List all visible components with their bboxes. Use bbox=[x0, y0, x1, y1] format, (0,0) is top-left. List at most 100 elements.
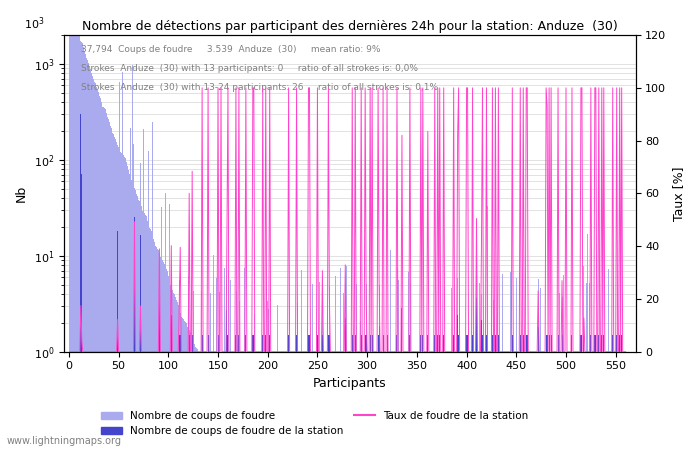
Legend: Nombre de coups de foudre, Nombre de coups de foudre de la station, Taux de foud: Nombre de coups de foudre, Nombre de cou… bbox=[97, 407, 533, 440]
Bar bbox=[442, 381, 443, 450]
Bar bbox=[497, 381, 498, 450]
Bar bbox=[91, 381, 92, 450]
Bar bbox=[208, 352, 209, 450]
Bar bbox=[568, 352, 570, 450]
Bar bbox=[576, 381, 578, 450]
Bar bbox=[284, 381, 285, 450]
Bar bbox=[481, 294, 482, 450]
Bar bbox=[174, 381, 175, 450]
Bar bbox=[279, 352, 280, 450]
Bar bbox=[468, 352, 469, 450]
Bar bbox=[508, 381, 509, 450]
Bar bbox=[120, 152, 121, 450]
Bar bbox=[428, 381, 429, 450]
Bar bbox=[176, 300, 177, 450]
Bar bbox=[368, 352, 369, 450]
Bar bbox=[499, 352, 500, 450]
Bar bbox=[286, 381, 287, 450]
Bar bbox=[137, 381, 138, 450]
Bar bbox=[624, 381, 625, 450]
Bar bbox=[612, 335, 613, 450]
Bar bbox=[595, 335, 596, 450]
Bar bbox=[374, 381, 376, 450]
Bar bbox=[302, 381, 303, 450]
Bar bbox=[181, 317, 182, 450]
Bar bbox=[258, 381, 259, 450]
Bar bbox=[368, 381, 369, 450]
Bar bbox=[364, 381, 365, 450]
Bar bbox=[439, 335, 440, 450]
Bar bbox=[561, 297, 563, 450]
Bar bbox=[614, 352, 615, 450]
Bar bbox=[150, 229, 151, 450]
Bar bbox=[596, 381, 597, 450]
Bar bbox=[506, 381, 507, 450]
Bar bbox=[84, 50, 85, 450]
Bar bbox=[351, 352, 353, 450]
Bar bbox=[112, 381, 113, 450]
Bar bbox=[622, 381, 623, 450]
Bar bbox=[307, 352, 308, 450]
Bar bbox=[330, 352, 331, 450]
Bar bbox=[258, 352, 259, 450]
Bar bbox=[522, 381, 523, 450]
Bar bbox=[276, 381, 277, 450]
Bar bbox=[262, 352, 263, 450]
Bar bbox=[456, 381, 457, 450]
Bar bbox=[617, 381, 618, 450]
Bar bbox=[129, 381, 130, 450]
Bar bbox=[517, 381, 518, 450]
Bar bbox=[145, 381, 146, 450]
Bar bbox=[417, 352, 419, 450]
Bar bbox=[528, 352, 530, 450]
Bar bbox=[113, 134, 114, 450]
Bar bbox=[623, 352, 624, 450]
Y-axis label: Nb: Nb bbox=[15, 185, 28, 202]
Bar bbox=[151, 231, 152, 450]
Bar bbox=[76, 381, 77, 450]
Bar bbox=[98, 381, 99, 450]
Bar bbox=[278, 352, 279, 450]
Bar bbox=[173, 381, 174, 450]
Bar bbox=[370, 381, 372, 450]
Bar bbox=[268, 381, 270, 450]
Bar bbox=[309, 352, 310, 450]
Bar bbox=[214, 352, 216, 450]
Bar bbox=[74, 23, 76, 450]
Bar bbox=[168, 381, 169, 450]
Bar bbox=[190, 381, 192, 450]
Bar bbox=[391, 381, 393, 450]
Bar bbox=[415, 381, 416, 450]
Bar bbox=[498, 335, 499, 450]
Bar bbox=[189, 335, 190, 450]
Bar bbox=[503, 381, 504, 450]
Bar bbox=[498, 352, 499, 450]
Bar bbox=[322, 335, 323, 450]
Bar bbox=[281, 352, 282, 450]
Bar bbox=[247, 381, 248, 450]
Bar bbox=[345, 283, 346, 450]
Bar bbox=[106, 112, 107, 450]
Bar bbox=[599, 352, 601, 450]
Bar bbox=[446, 381, 447, 450]
Bar bbox=[455, 381, 456, 450]
Bar bbox=[448, 352, 449, 450]
Bar bbox=[299, 352, 300, 450]
Bar bbox=[583, 335, 584, 450]
Bar bbox=[493, 381, 494, 450]
Bar bbox=[304, 381, 305, 450]
Bar bbox=[261, 381, 262, 450]
Bar bbox=[469, 352, 470, 450]
Bar bbox=[295, 381, 296, 450]
Bar bbox=[135, 190, 136, 450]
Bar bbox=[104, 108, 105, 450]
Bar bbox=[92, 76, 93, 450]
Bar bbox=[454, 352, 455, 450]
Bar bbox=[351, 335, 353, 450]
Bar bbox=[589, 283, 590, 450]
Bar bbox=[483, 352, 484, 450]
Bar bbox=[109, 122, 110, 450]
Bar bbox=[103, 381, 104, 450]
Bar bbox=[234, 352, 235, 450]
Bar bbox=[551, 352, 552, 450]
